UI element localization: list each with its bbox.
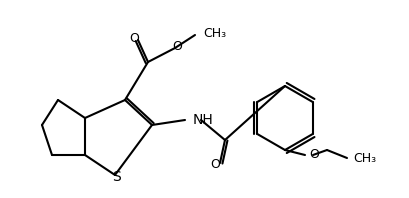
- Text: O: O: [209, 159, 219, 171]
- Text: S: S: [112, 170, 121, 184]
- Text: O: O: [308, 148, 318, 162]
- Text: O: O: [129, 31, 139, 45]
- Text: NH: NH: [193, 113, 213, 127]
- Text: CH₃: CH₃: [352, 151, 375, 165]
- Text: CH₃: CH₃: [202, 27, 226, 39]
- Text: O: O: [172, 39, 182, 52]
